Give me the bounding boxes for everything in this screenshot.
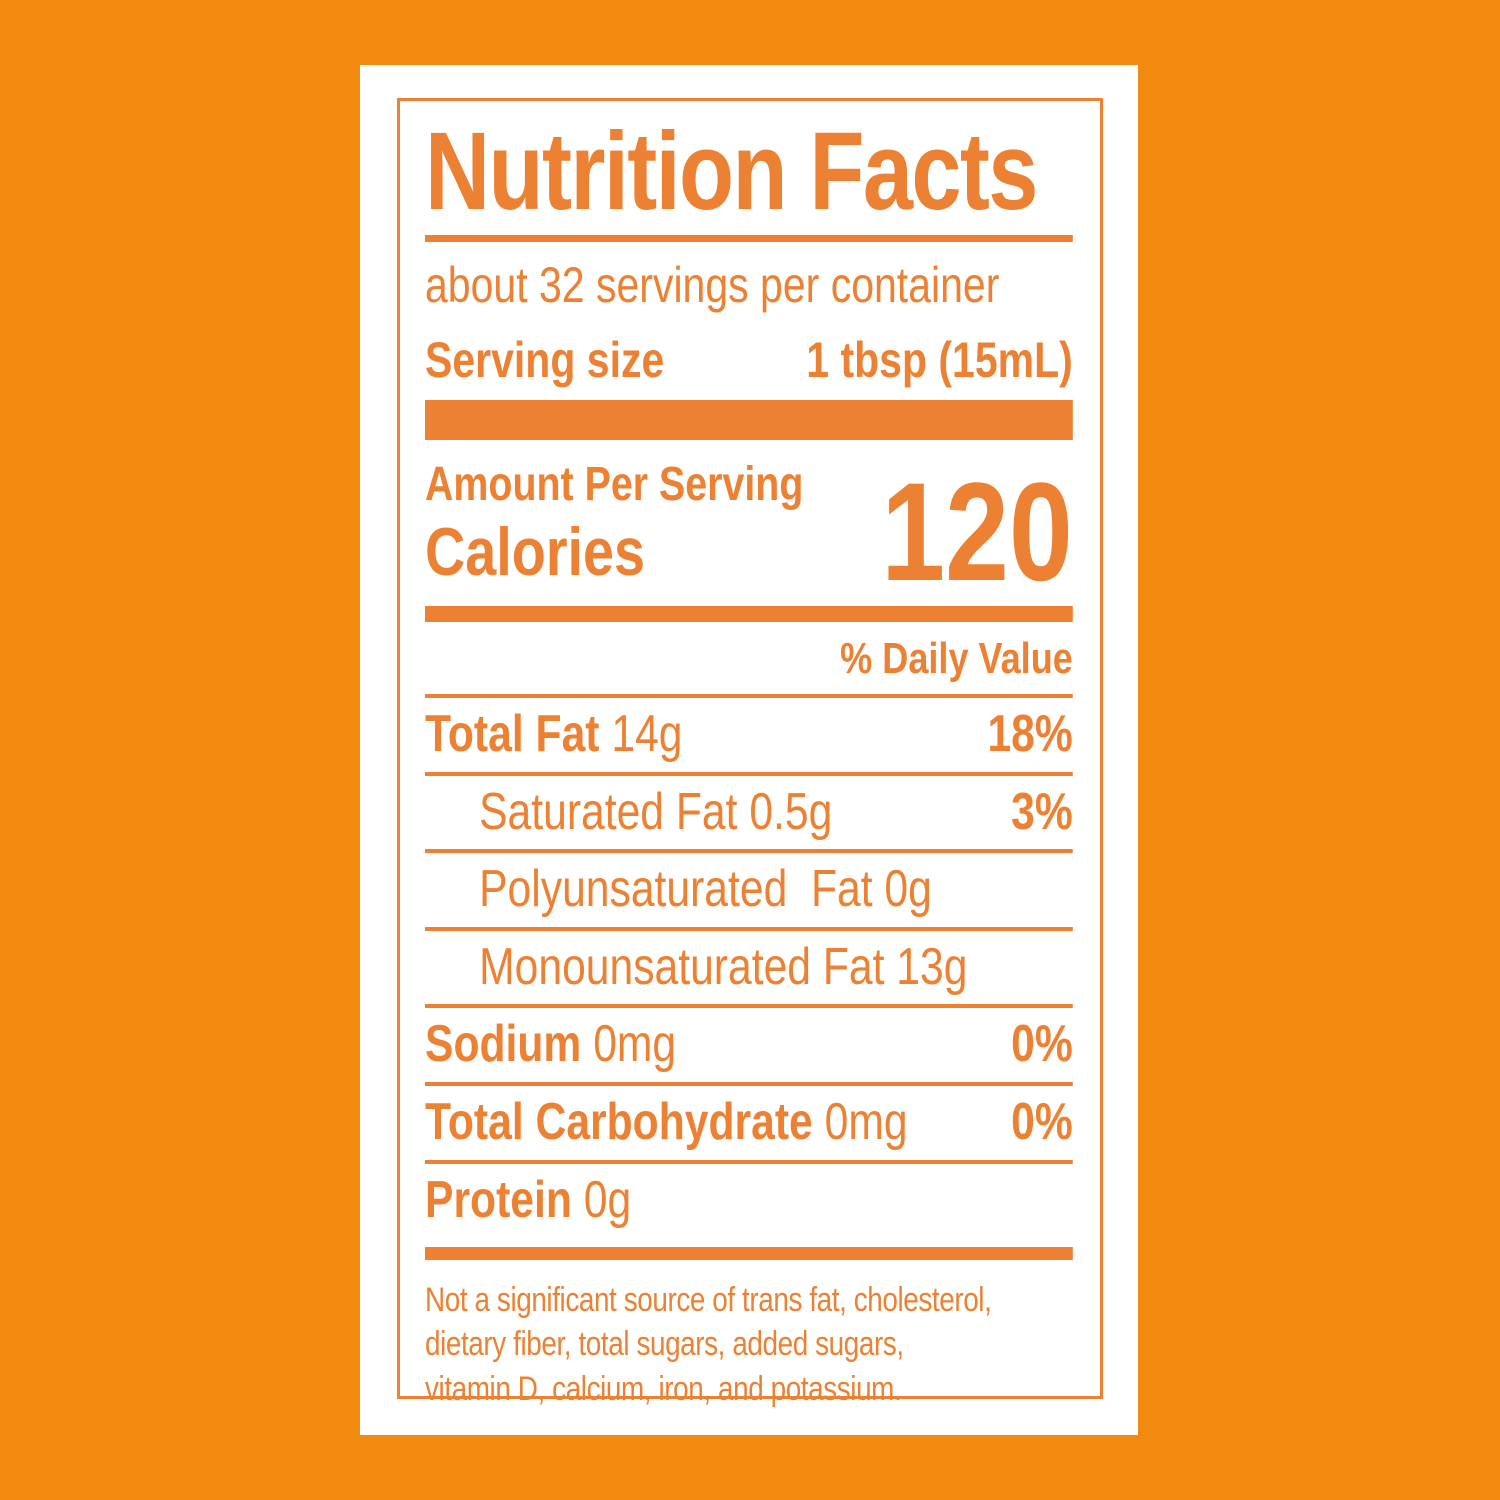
nutrient-row-total-carbohydrate: Total Carbohydrate 0mg 0% <box>425 1086 1073 1160</box>
title-rule <box>425 234 1073 242</box>
nutrient-name-bold: Protein <box>425 1170 572 1229</box>
nutrient-name: Saturated Fat 0.5g <box>479 782 833 841</box>
row-rule <box>425 1082 1073 1087</box>
nutrient-name: Total Fat 14g <box>425 707 683 762</box>
nutrient-name: Total Carbohydrate 0mg <box>425 1095 908 1150</box>
nutrient-name: Protein 0g <box>425 1170 632 1229</box>
nutrient-daily-value: 3% <box>1011 782 1073 841</box>
serving-size-label: Serving size <box>425 331 665 388</box>
footnote-divider-bar <box>425 1247 1073 1261</box>
serving-size-value: 1 tbsp (15mL) <box>806 331 1073 388</box>
nutrient-row-total-fat: Total Fat 14g 18% <box>425 698 1073 772</box>
row-rule <box>425 926 1073 931</box>
nutrient-amount: Monounsaturated Fat 13g <box>479 937 968 996</box>
nutrient-row-monounsaturated-fat: Monounsaturated Fat 13g <box>425 931 1073 1005</box>
row-rule <box>425 1159 1073 1164</box>
calories-left-column: Amount Per Serving Calories <box>425 457 804 590</box>
daily-value-rule <box>425 694 1073 699</box>
calories-value: 120 <box>881 452 1073 610</box>
row-rule <box>425 849 1073 854</box>
nutrient-row-polyunsaturated-fat: Polyunsaturated Fat 0g <box>425 853 1073 927</box>
nutrition-facts-title: Nutrition Facts <box>425 110 1038 233</box>
row-rule <box>425 771 1073 776</box>
nutrient-name: Monounsaturated Fat 13g <box>479 940 967 995</box>
label-border <box>397 98 1103 1399</box>
serving-size-row: Serving size 1 tbsp (15mL) <box>425 331 1073 388</box>
label-content: Nutrition Facts about 32 servings per co… <box>425 110 1073 1411</box>
nutrient-amount: 0g <box>571 1170 632 1229</box>
nutrient-amount: Polyunsaturated Fat 0g <box>479 860 932 919</box>
nutrient-amount: 14g <box>599 705 683 764</box>
amount-per-serving-label: Amount Per Serving <box>425 457 804 511</box>
nutrient-row-sodium: Sodium 0mg 0% <box>425 1008 1073 1082</box>
nutrient-name: Polyunsaturated Fat 0g <box>479 862 932 917</box>
nutrient-daily-value: 18% <box>987 705 1073 764</box>
calories-section: Amount Per Serving Calories 120 <box>425 452 1073 610</box>
nutrient-daily-value: 0% <box>1011 1093 1073 1152</box>
nutrient-name-bold: Total Fat <box>425 705 600 764</box>
footnote: Not a significant source of trans fat, c… <box>425 1278 1073 1411</box>
nutrient-name-bold: Total Carbohydrate <box>425 1093 813 1152</box>
nutrient-amount: 0mg <box>581 1015 677 1074</box>
nutrient-name-bold: Sodium <box>425 1015 582 1074</box>
nutrient-daily-value: 0% <box>1011 1015 1073 1074</box>
nutrient-row-protein: Protein 0g <box>425 1164 1073 1238</box>
nutrient-amount: Saturated Fat 0.5g <box>479 782 833 841</box>
servings-per-container: about 32 servings per container <box>425 256 1000 313</box>
nutrition-facts-label: Nutrition Facts about 32 servings per co… <box>360 65 1138 1435</box>
daily-value-header: % Daily Value <box>840 633 1073 683</box>
calories-divider-bar <box>425 605 1073 622</box>
row-rule <box>425 1004 1073 1009</box>
nutrient-amount: 0mg <box>812 1093 908 1152</box>
footnote-line: Not a significant source of trans fat, c… <box>425 1281 992 1320</box>
nutrient-row-saturated-fat: Saturated Fat 0.5g 3% <box>425 776 1073 850</box>
footnote-line: vitamin D, calcium, iron, and potassium. <box>425 1369 902 1408</box>
serving-size-divider-bar <box>425 399 1073 440</box>
calories-label: Calories <box>425 513 646 590</box>
nutrient-name: Sodium 0mg <box>425 1017 676 1072</box>
footnote-line: dietary fiber, total sugars, added sugar… <box>425 1325 904 1364</box>
